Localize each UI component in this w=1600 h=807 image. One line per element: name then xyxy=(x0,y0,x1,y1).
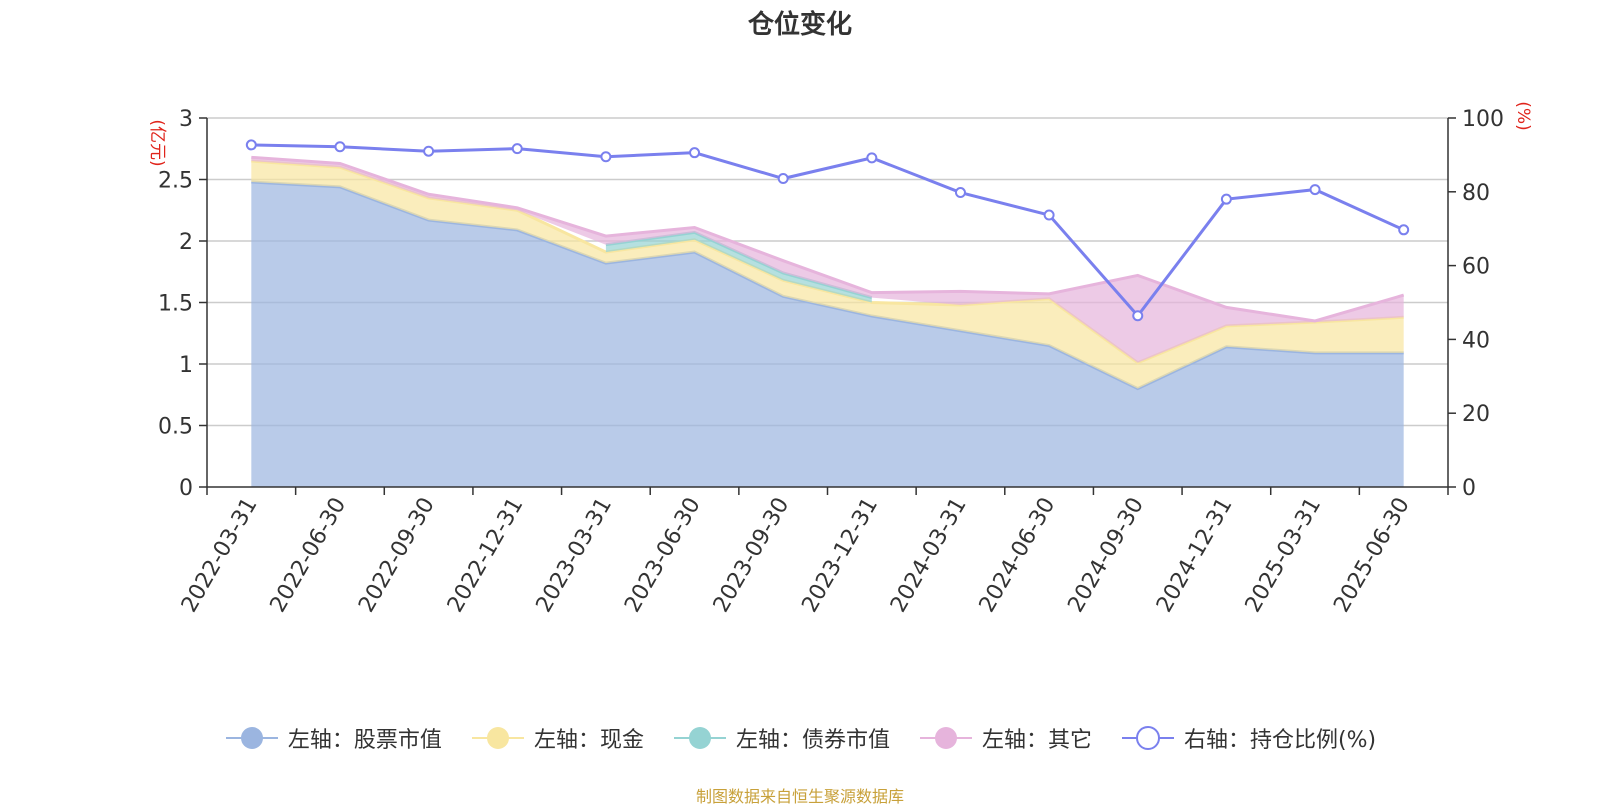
x-tick-label: 2024-06-30 xyxy=(975,494,1061,617)
left-tick-label: 2.5 xyxy=(158,169,193,194)
line-path xyxy=(251,143,1405,319)
line-point xyxy=(954,187,966,199)
right-tick-label: 80 xyxy=(1462,181,1490,206)
line-point xyxy=(423,145,435,157)
line-point xyxy=(600,151,612,163)
left-tick-label: 1.5 xyxy=(158,292,193,317)
left-axis-label: (亿元) xyxy=(147,119,167,166)
line-point xyxy=(1220,193,1232,205)
area-series xyxy=(251,155,1405,487)
x-tick-label: 2023-03-31 xyxy=(532,494,618,617)
legend-item[interactable]: 右轴：持仓比例(%) xyxy=(1120,722,1376,754)
legend-item[interactable]: 左轴：债券市值 xyxy=(672,722,890,754)
legend-label: 左轴：股票市值 xyxy=(287,728,442,753)
right-axis-label: (%) xyxy=(1513,101,1533,130)
x-tick-label: 2024-12-31 xyxy=(1152,494,1238,617)
source-note: 制图数据来自恒生聚源数据库 xyxy=(695,787,904,806)
line-series xyxy=(245,139,1410,322)
legend-item[interactable]: 左轴：股票市值 xyxy=(224,722,442,754)
right-tick-label: 0 xyxy=(1462,476,1476,501)
line-point xyxy=(777,173,789,185)
legend-swatch-icon xyxy=(225,727,278,749)
left-tick-label: 1 xyxy=(179,353,193,378)
legend-label: 左轴：现金 xyxy=(533,728,644,753)
line-point xyxy=(1132,310,1144,322)
line-point xyxy=(245,139,257,151)
legend-swatch-icon xyxy=(471,727,524,749)
right-tick-label: 20 xyxy=(1462,402,1490,427)
x-tick-label: 2022-09-30 xyxy=(354,494,440,617)
line-point xyxy=(334,141,346,153)
area-左轴：其它 xyxy=(251,157,1404,363)
legend-swatch-icon xyxy=(1121,726,1174,750)
legend-swatch-icon xyxy=(919,727,972,749)
right-tick-label: 100 xyxy=(1462,107,1504,132)
x-tick-label: 2025-06-30 xyxy=(1329,494,1415,617)
x-tick-label: 2022-03-31 xyxy=(177,494,263,617)
chart-title: 仓位变化 xyxy=(747,10,852,40)
x-tick-label: 2023-12-31 xyxy=(797,494,883,617)
line-point xyxy=(1309,184,1321,196)
legend-item[interactable]: 左轴：现金 xyxy=(470,722,644,754)
x-tick-label: 2024-09-30 xyxy=(1063,494,1149,617)
x-tick-label: 2023-06-30 xyxy=(620,494,706,617)
x-tick-label: 2024-03-31 xyxy=(886,494,972,617)
right-tick-label: 60 xyxy=(1462,255,1490,280)
line-point xyxy=(689,147,701,159)
legend-label: 左轴：其它 xyxy=(981,728,1092,753)
left-tick-label: 0 xyxy=(179,476,193,501)
legend-item[interactable]: 左轴：其它 xyxy=(918,722,1092,754)
x-tick-label: 2025-03-31 xyxy=(1241,494,1327,617)
x-tick-label: 2022-12-31 xyxy=(443,494,529,617)
legend: 左轴：股票市值 左轴：现金 左轴：债券市值 左轴：其它 右轴：持仓比例(%) xyxy=(0,722,1600,754)
x-tick-label: 2023-09-30 xyxy=(709,494,795,617)
line-point xyxy=(1398,224,1410,236)
area-左轴：现金 xyxy=(251,161,1404,389)
area-line-左轴：其它 xyxy=(251,155,1405,323)
left-tick-label: 0.5 xyxy=(158,415,193,440)
line-point xyxy=(511,143,523,155)
area-左轴：债券市值 xyxy=(605,232,872,303)
line-point xyxy=(1043,209,1055,221)
right-tick-label: 40 xyxy=(1462,328,1490,353)
legend-label: 右轴：持仓比例(%) xyxy=(1183,728,1377,753)
area-左轴：股票市值 xyxy=(251,181,1404,487)
legend-swatch-icon xyxy=(673,727,726,749)
left-tick-label: 2 xyxy=(179,230,193,255)
legend-label: 左轴：债券市值 xyxy=(735,728,890,753)
line-point xyxy=(866,152,878,164)
left-tick-label: 3 xyxy=(179,107,193,132)
x-tick-label: 2022-06-30 xyxy=(266,494,352,617)
